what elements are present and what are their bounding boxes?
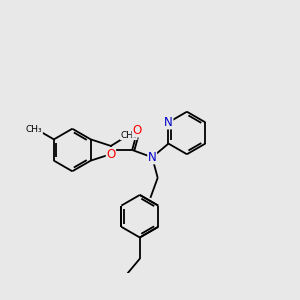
Text: CH₃: CH₃: [120, 130, 137, 140]
Text: N: N: [164, 116, 173, 129]
Text: O: O: [106, 148, 116, 160]
Text: O: O: [132, 124, 142, 137]
Text: CH₃: CH₃: [26, 124, 43, 134]
Text: N: N: [148, 151, 157, 164]
